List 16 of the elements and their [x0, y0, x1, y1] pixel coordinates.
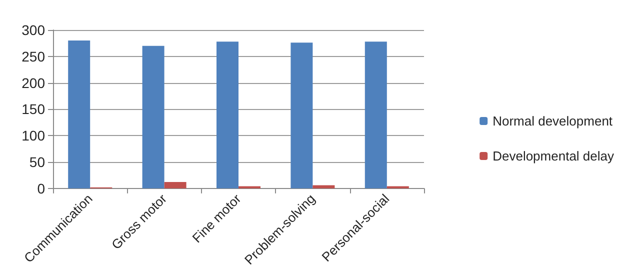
- bar: [164, 182, 186, 188]
- y-tick-label: 250: [22, 48, 46, 64]
- y-tick-label: 0: [37, 180, 46, 196]
- legend-label: Developmental delay: [492, 148, 614, 164]
- y-tick-label: 50: [29, 154, 46, 170]
- bar: [216, 42, 238, 188]
- bar: [290, 42, 313, 188]
- legend-label: Normal development: [492, 114, 613, 128]
- y-tick-label: 300: [22, 22, 46, 38]
- y-tick-label: 200: [22, 74, 46, 91]
- y-tick-label: 150: [22, 101, 46, 118]
- bar: [142, 46, 164, 188]
- bar: [364, 42, 387, 188]
- y-tick-label: 100: [22, 128, 46, 144]
- bar: [68, 40, 90, 188]
- bar: [312, 185, 335, 188]
